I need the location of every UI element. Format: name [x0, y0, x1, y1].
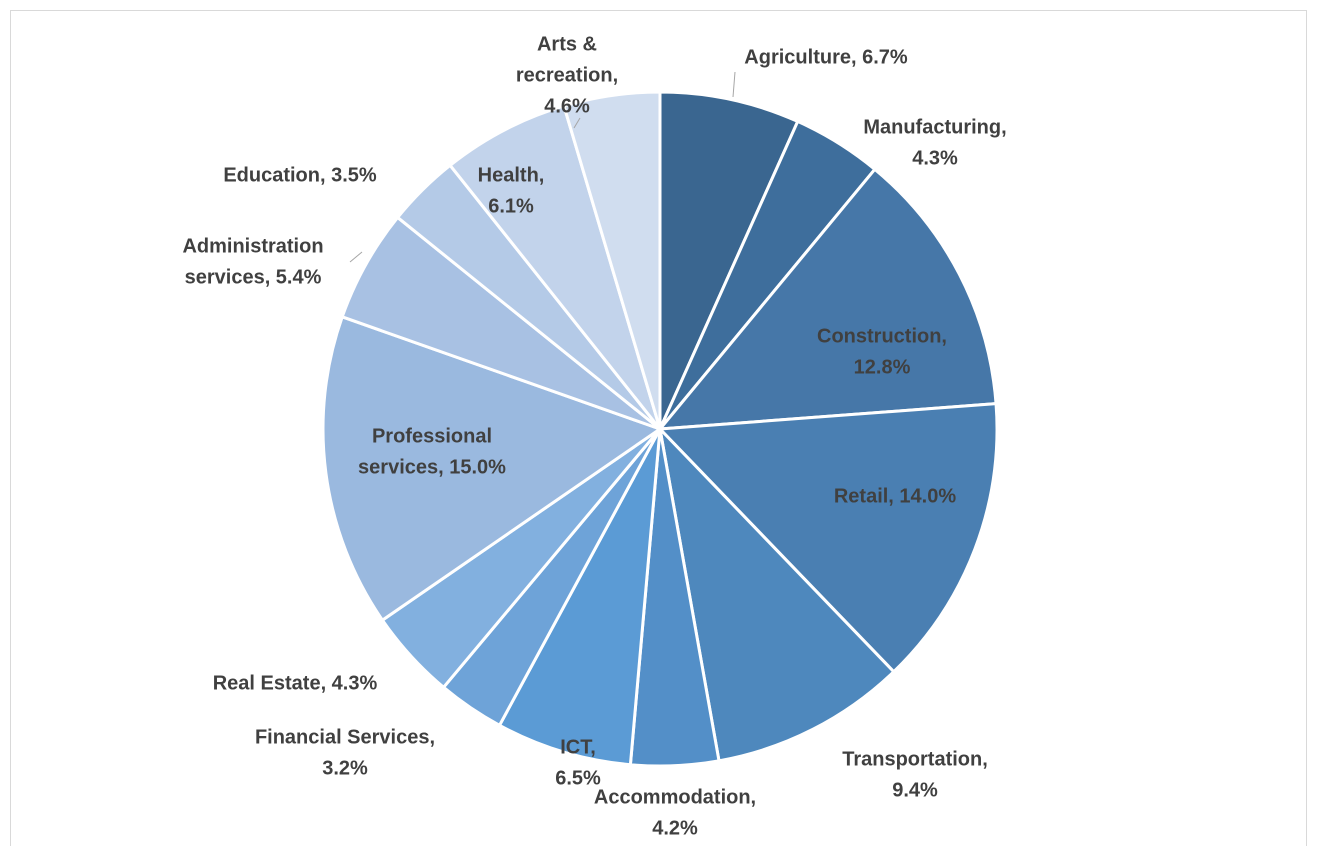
data-label: services, 15.0%	[358, 456, 506, 478]
data-label: Manufacturing,	[863, 116, 1006, 138]
data-label: 4.2%	[652, 817, 698, 839]
pie-slice	[656, 402, 999, 674]
data-label: Professional	[372, 425, 492, 447]
data-label: Accommodation,	[594, 786, 756, 808]
leader-line	[349, 251, 363, 263]
leader-line	[732, 71, 736, 98]
pie-slice	[658, 90, 800, 430]
data-label: 4.3%	[912, 147, 958, 169]
data-label: Arts &	[537, 33, 597, 55]
pie-slice	[656, 167, 998, 431]
data-label: 9.4%	[892, 779, 938, 801]
data-label: 6.1%	[488, 195, 534, 217]
data-label: Financial Services,	[255, 726, 435, 748]
data-label: Agriculture, 6.7%	[744, 46, 908, 68]
pie-slice	[497, 428, 662, 767]
data-label: Education, 3.5%	[223, 164, 377, 186]
data-label: recreation,	[516, 64, 618, 86]
data-label: Real Estate, 4.3%	[213, 672, 378, 694]
data-label: Administration	[182, 235, 323, 257]
data-label: 12.8%	[854, 356, 911, 378]
data-label: Retail, 14.0%	[834, 485, 957, 507]
pie-slice	[562, 90, 662, 430]
data-label: Construction,	[817, 325, 947, 347]
pie-slice	[321, 314, 664, 623]
data-label: services, 5.4%	[185, 266, 322, 288]
data-label: 4.6%	[544, 95, 590, 117]
pie-slice	[448, 104, 662, 430]
data-label: 3.2%	[322, 757, 368, 779]
pie-slice	[657, 424, 896, 763]
data-label: Transportation,	[842, 748, 988, 770]
data-label: ICT,	[560, 736, 596, 758]
chart-frame	[10, 10, 1307, 846]
data-label: 6.5%	[555, 767, 601, 789]
leader-line	[573, 117, 581, 129]
data-label: Health,	[478, 164, 545, 186]
